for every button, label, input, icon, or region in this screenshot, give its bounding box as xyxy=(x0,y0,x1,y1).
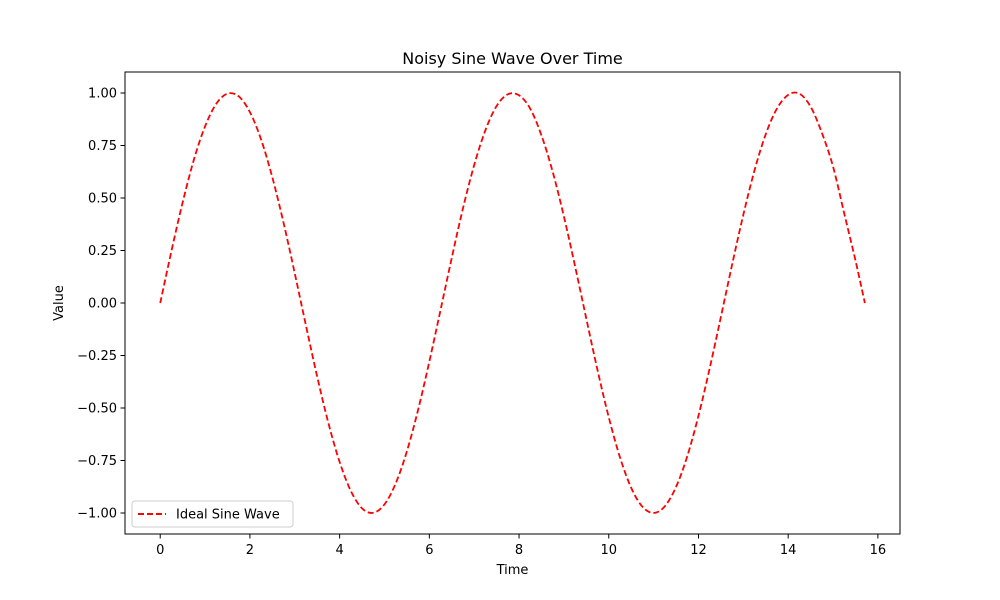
x-tick-label: 12 xyxy=(690,543,707,558)
y-tick-label: −1.00 xyxy=(77,507,117,522)
y-tick-label: −0.25 xyxy=(77,349,117,364)
legend: Ideal Sine Wave xyxy=(131,500,294,528)
x-tick-label: 0 xyxy=(156,543,164,558)
series-line-ideal-sine-wave xyxy=(159,91,866,514)
x-tick-label: 16 xyxy=(870,543,887,558)
x-tick-label: 10 xyxy=(600,543,617,558)
x-tick-label: 6 xyxy=(425,543,433,558)
x-axis-label: Time xyxy=(496,563,529,578)
x-tick-label: 2 xyxy=(246,543,254,558)
data-lines xyxy=(159,91,866,514)
y-tick-label: −0.50 xyxy=(77,402,117,417)
y-axis-label: Value xyxy=(52,285,67,321)
x-tick-label: 14 xyxy=(780,543,797,558)
x-tick-label: 4 xyxy=(335,543,343,558)
legend-label-ideal-sine-wave: Ideal Sine Wave xyxy=(176,508,280,523)
y-tick-label: 0.75 xyxy=(88,139,117,154)
y-tick-label: 0.50 xyxy=(88,192,117,207)
legend-box xyxy=(131,500,294,528)
y-tick-label: −0.75 xyxy=(77,454,117,469)
y-tick-label: 1.00 xyxy=(88,87,117,102)
x-tick-label: 8 xyxy=(515,543,523,558)
chart-title: Noisy Sine Wave Over Time xyxy=(402,49,623,68)
y-tick-label: 0.00 xyxy=(88,297,117,312)
x-axis: 0 2 4 6 8 10 12 14 16 xyxy=(156,534,886,558)
y-tick-label: 0.25 xyxy=(88,244,117,259)
y-axis: 1.00 0.75 0.50 0.25 0.00 −0.25 −0.50 −0.75 −1.00 xyxy=(77,87,125,522)
